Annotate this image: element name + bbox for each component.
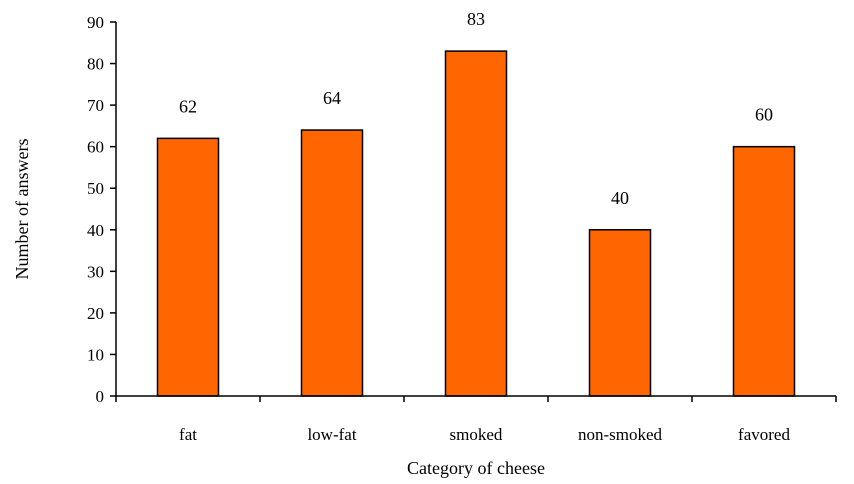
bar-favored (732, 145, 796, 397)
x-axis-title: Category of cheese (407, 458, 545, 478)
y-tick-label: 60 (87, 138, 104, 157)
x-tick-label: fat (179, 425, 197, 444)
bars (156, 50, 796, 397)
data-label: 40 (611, 188, 629, 208)
y-tick-label: 10 (87, 345, 104, 364)
y-tick-label: 50 (87, 179, 104, 198)
y-tick-label: 30 (87, 262, 104, 281)
data-label: 83 (467, 9, 485, 29)
y-tick-label: 80 (87, 55, 104, 74)
y-tick-label: 90 (87, 13, 104, 32)
bar-non-smoked (588, 229, 652, 397)
x-tick-label: low-fat (307, 425, 356, 444)
data-labels: 62 64 83 40 60 (179, 9, 773, 208)
bar-fat (156, 137, 220, 397)
bar-low-fat (300, 129, 364, 397)
y-axis-title: Number of answers (12, 139, 32, 280)
x-tick-label: non-smoked (578, 425, 663, 444)
y-tick-label: 40 (87, 221, 104, 240)
y-tick-label: 70 (87, 96, 104, 115)
x-axis-ticks: fat low-fat smoked non-smoked favored (115, 396, 837, 444)
y-axis-ticks: 0 10 20 30 40 50 60 70 80 90 (87, 13, 116, 406)
y-tick-label: 0 (96, 387, 105, 406)
bar-smoked (444, 50, 508, 397)
data-label: 64 (323, 88, 341, 108)
data-label: 60 (755, 105, 773, 125)
data-label: 62 (179, 96, 197, 116)
x-tick-label: smoked (450, 425, 503, 444)
x-tick-label: favored (738, 425, 790, 444)
y-tick-label: 20 (87, 304, 104, 323)
